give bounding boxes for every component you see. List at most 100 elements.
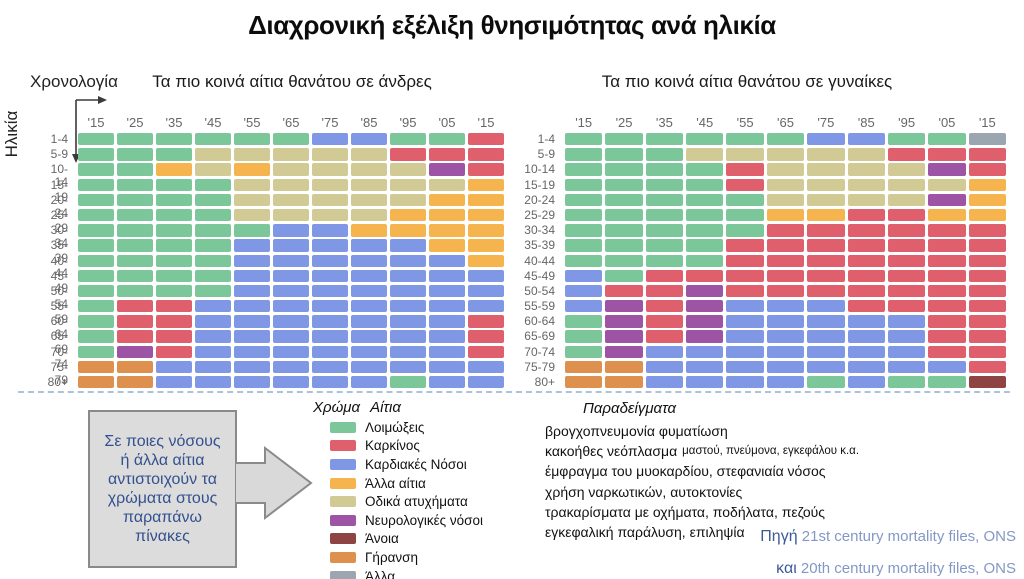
age-label: 20-24: [50, 192, 68, 220]
heatmap-cell: [234, 376, 270, 389]
heatmap-cell: [968, 133, 1006, 146]
heatmap-cell: [726, 178, 764, 191]
heatmap-cell: [429, 193, 465, 207]
heatmap-cell: [726, 376, 764, 389]
heatmap-cell: [645, 330, 684, 343]
year-label: '15: [575, 115, 593, 130]
heatmap-cell: [605, 224, 643, 237]
heatmap-cell: [351, 345, 387, 359]
heatmap-cell: [78, 163, 114, 176]
age-label: 55-59: [524, 299, 555, 314]
age-label: 80+: [534, 375, 555, 389]
heatmap-cell: [645, 254, 684, 267]
heatmap-cell: [565, 224, 603, 237]
heatmap-cell: [429, 163, 465, 176]
heatmap-cell: [645, 133, 684, 146]
age-label: 40-44: [50, 253, 68, 281]
heatmap-cell: [645, 345, 684, 359]
heatmap-cell: [807, 300, 845, 313]
legend-item: Καρκίνος: [330, 437, 483, 456]
heatmap-cell: [807, 163, 845, 176]
heatmap-cell: [273, 376, 309, 389]
heatmap-cell: [887, 193, 926, 207]
heatmap-cell: [312, 178, 348, 191]
heatmap-cell: [351, 208, 387, 222]
year-label: '25: [615, 115, 633, 130]
heatmap-cell: [429, 148, 465, 161]
legend-swatch-icon: [330, 533, 356, 545]
heatmap-cell: [195, 163, 231, 176]
heatmap-cell: [686, 148, 724, 161]
heatmap-cell: [117, 239, 153, 252]
heatmap-cell: [156, 254, 192, 267]
heatmap-cell: [429, 178, 465, 191]
source-line: και 20th century mortality files, ONS: [760, 560, 1016, 578]
year-label: '15: [978, 115, 996, 130]
heatmap-cell: [195, 193, 231, 207]
heatmap-cell: [928, 360, 966, 374]
source-text: 20th century mortality files, ONS: [800, 560, 1016, 577]
age-label: 10-14: [50, 162, 68, 190]
legend-swatch-icon: [330, 440, 356, 452]
heatmap-cell: [273, 330, 309, 343]
example-line: βρογχοπνευμονία φυματίωση: [545, 421, 859, 441]
heatmap-cell: [645, 239, 684, 252]
age-label: 75-79: [524, 359, 555, 374]
examples-list: βρογχοπνευμονία φυματίωση κακοήθες νεόπλα…: [545, 421, 859, 542]
heatmap-cell: [726, 208, 764, 222]
heatmap-cell: [78, 239, 114, 252]
age-label: 70-74: [524, 344, 555, 359]
dashed-divider: [18, 391, 1010, 393]
heatmap-cell: [968, 345, 1006, 359]
age-label: 5-9: [537, 147, 555, 162]
heatmap-cell: [565, 315, 603, 328]
age-label: 60-64: [50, 314, 68, 342]
heatmap-cell: [726, 330, 764, 343]
heatmap-cell: [847, 133, 885, 146]
heatmap-cell: [726, 254, 764, 267]
heatmap-cell: [565, 239, 603, 252]
heatmap-cell: [273, 315, 309, 328]
heatmap-cell: [847, 193, 885, 207]
legend-item: Γήρανση: [330, 548, 483, 567]
legend-swatch-icon: [330, 496, 356, 508]
heatmap-cell: [234, 178, 270, 191]
heatmap-cell: [351, 193, 387, 207]
heatmap-cell: [468, 133, 504, 146]
heatmap-cell: [605, 269, 643, 283]
heatmap-cell: [117, 224, 153, 237]
heatmap-cell: [312, 269, 348, 283]
source-line: Πηγή 21st century mortality files, ONS: [760, 528, 1016, 546]
age-label: 1-4: [50, 132, 68, 146]
heatmap-cell: [766, 193, 805, 207]
heatmap-cell: [468, 239, 504, 252]
heatmap-cell: [351, 360, 387, 374]
heatmap-cell: [390, 178, 426, 191]
heatmap-cell: [195, 300, 231, 313]
heatmap-cell: [605, 239, 643, 252]
heatmap-cell: [645, 163, 684, 176]
heatmap-cell: [390, 315, 426, 328]
heatmap-cell: [807, 330, 845, 343]
heatmap-cell: [429, 239, 465, 252]
heatmap-cell: [78, 224, 114, 237]
age-label: 65-69: [524, 329, 555, 344]
heatmap-cell: [928, 345, 966, 359]
heatmap-cell: [928, 133, 966, 146]
men-year-axis: '15 '25 '35 '45 '55 '65 '75 '85 '95 '05 '15: [40, 107, 504, 133]
age-label: 10-14: [524, 162, 555, 177]
heatmap-cell: [766, 269, 805, 283]
heatmap-cell: [273, 239, 309, 252]
heatmap-cell: [195, 269, 231, 283]
heatmap-cell: [390, 300, 426, 313]
heatmap-cell: [686, 208, 724, 222]
year-label: '25: [126, 115, 144, 130]
heatmap-cell: [390, 376, 426, 389]
heatmap-cell: [156, 300, 192, 313]
heatmap-cell: [766, 330, 805, 343]
heatmap-cell: [605, 300, 643, 313]
heatmap-cell: [117, 330, 153, 343]
women-chart-title: Τα πιο κοινά αίτια θανάτου σε γυναίκες: [601, 72, 893, 91]
heatmap-cell: [766, 239, 805, 252]
